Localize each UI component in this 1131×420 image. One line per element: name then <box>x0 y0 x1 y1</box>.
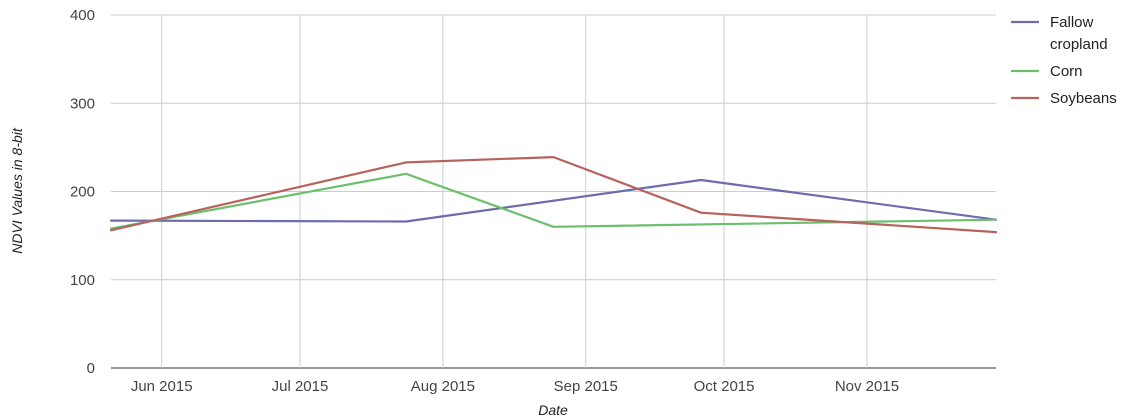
y-tick-label: 0 <box>87 360 95 377</box>
series-line-soybeans <box>109 156 998 234</box>
x-tick-label: Sep 2015 <box>554 378 618 395</box>
y-tick-label: 400 <box>70 7 95 24</box>
x-tick-label: Jun 2015 <box>131 378 193 395</box>
x-tick-label: Jul 2015 <box>272 378 329 395</box>
legend-item: Corn <box>1011 63 1083 80</box>
x-tick-label: Aug 2015 <box>411 378 475 395</box>
legend-label: cropland <box>1050 36 1108 53</box>
legend-item: Soybeans <box>1011 90 1117 107</box>
x-tick-label: Oct 2015 <box>694 378 755 395</box>
legend-label: Corn <box>1050 63 1083 80</box>
x-tick-label: Nov 2015 <box>835 378 899 395</box>
series-line-corn <box>109 172 998 230</box>
x-axis-ticks: Jun 2015 Jul 2015 Aug 2015 Sep 2015 Oct 2015… <box>131 378 899 395</box>
series-line-fallow-cropland <box>109 178 998 223</box>
y-tick-label: 100 <box>70 272 95 289</box>
x-axis-title: Date <box>538 402 568 418</box>
y-tick-label: 300 <box>70 95 95 112</box>
y-tick-label: 200 <box>70 184 95 201</box>
legend-label: Soybeans <box>1050 90 1117 107</box>
legend-item: Fallow cropland <box>1011 14 1108 53</box>
y-axis-title: NDVI Values in 8-bit <box>9 127 25 254</box>
legend: Fallow cropland Corn Soybeans <box>1011 14 1117 107</box>
y-axis-ticks: 0 100 200 300 400 <box>70 7 95 377</box>
legend-label: Fallow <box>1050 14 1094 31</box>
grid <box>111 14 996 369</box>
series-lines <box>109 156 998 234</box>
